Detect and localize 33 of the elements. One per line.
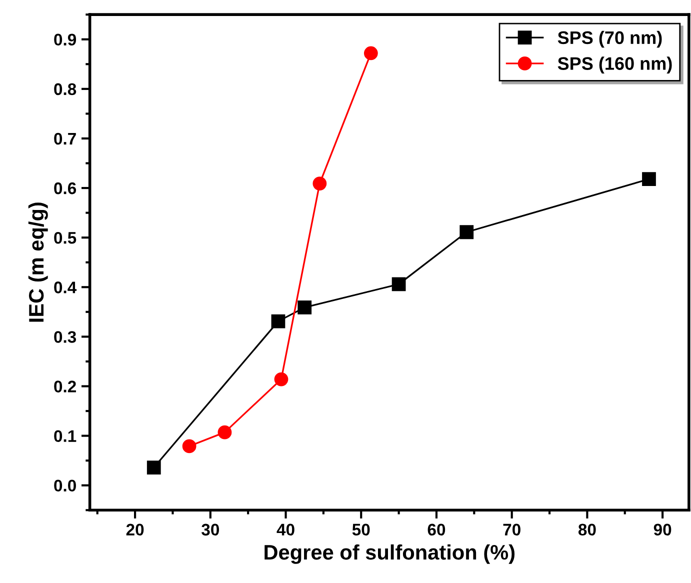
x-tick-label: 50: [352, 524, 370, 536]
y-tick-label: 0.9: [54, 34, 76, 46]
point: [274, 372, 288, 386]
point: [218, 425, 232, 440]
y-axis-title: IEC (m eq/g): [28, 202, 48, 322]
x-tick-label: 60: [428, 524, 446, 536]
y-tick-label: 0.2: [54, 380, 76, 392]
y-tick-label: 0.5: [54, 232, 76, 244]
y-tick-label: 0.7: [54, 132, 76, 145]
point: [298, 300, 312, 314]
y-tick-label: 0.8: [54, 83, 76, 96]
point: [271, 314, 286, 328]
point: [182, 439, 196, 454]
point: [364, 46, 378, 60]
x-tick-label: 80: [578, 524, 596, 536]
point: [392, 277, 406, 292]
x-axis-title: Degree of sulfonation (%): [264, 544, 515, 564]
x-tick-label: 70: [503, 524, 520, 536]
point: [642, 172, 656, 186]
y-tick-label: 0.0: [54, 480, 76, 492]
x-tick-label: 40: [276, 524, 294, 536]
legend-label: SPS (160 nm): [558, 56, 672, 74]
x-tick-label: 90: [654, 524, 672, 536]
x-tick-label: 30: [202, 524, 219, 536]
y-tick-label: 0.1: [54, 430, 76, 442]
y-tick-label: 0.4: [54, 282, 77, 294]
point: [146, 460, 161, 474]
y-tick-label: 0.3: [54, 331, 76, 343]
point: [460, 225, 474, 240]
x-tick-label: 20: [126, 524, 144, 536]
y-tick-label: 0.6: [54, 182, 76, 194]
point: [312, 176, 327, 190]
legend-label: SPS (70 nm): [558, 30, 662, 48]
